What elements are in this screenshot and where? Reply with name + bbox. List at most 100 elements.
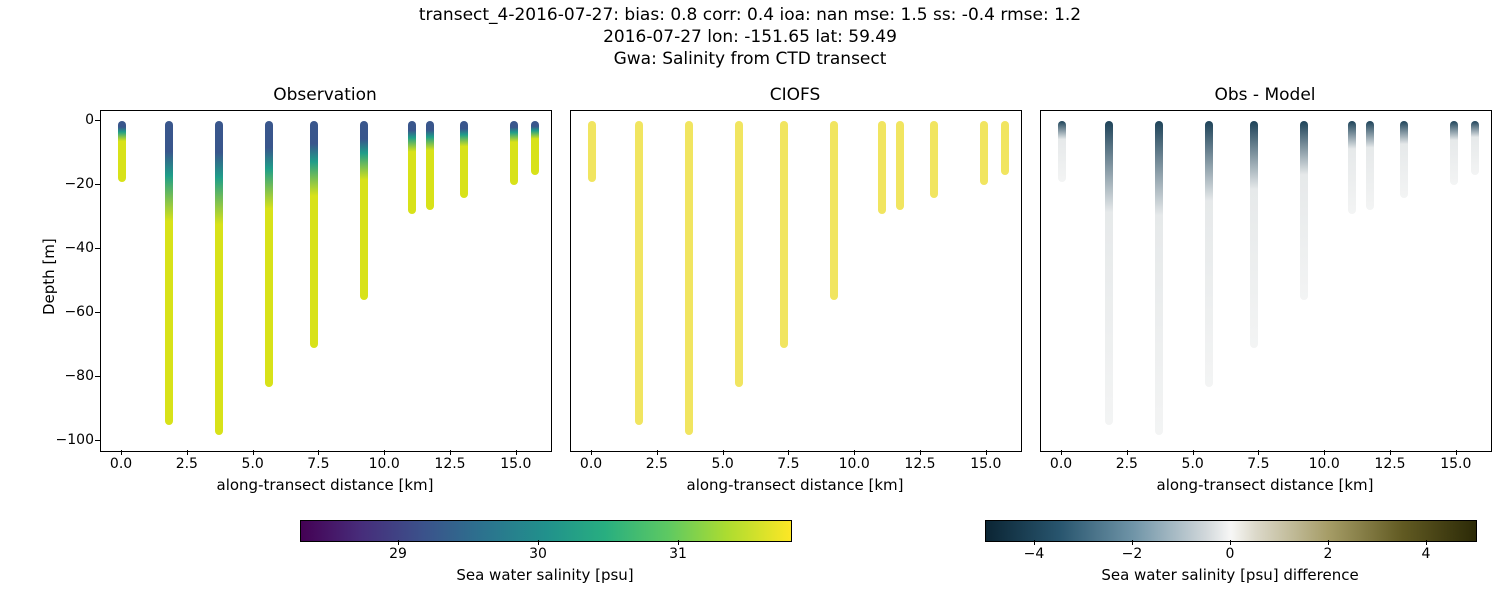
xtick-label: 2.5 [1109, 456, 1145, 472]
cbar-tick-mark [1230, 540, 1231, 545]
cbar-tick-label: −4 [1019, 546, 1049, 562]
xtick-mark [657, 450, 658, 455]
ytick-mark [95, 248, 100, 249]
cbar-tick-mark [1426, 540, 1427, 545]
cbar-tick-label: 4 [1411, 546, 1441, 562]
figure-title-line: transect_4-2016-07-27: bias: 0.8 corr: 0… [0, 5, 1500, 25]
xtick-label: 7.5 [770, 456, 806, 472]
xtick-mark [723, 450, 724, 455]
ctd-cast [1450, 121, 1458, 185]
ctd-cast [980, 121, 988, 185]
panel-title: Observation [100, 85, 550, 105]
axes-panel [570, 110, 1022, 452]
xtick-label: 15.0 [968, 456, 1004, 472]
xtick-label: 15.0 [1438, 456, 1474, 472]
cbar-tick-label: 29 [383, 546, 413, 562]
x-axis-label: along-transect distance [km] [570, 476, 1020, 494]
colorbar-difference [985, 520, 1477, 542]
xtick-label: 0.0 [103, 456, 139, 472]
xtick-label: 5.0 [235, 456, 271, 472]
xtick-label: 2.5 [639, 456, 675, 472]
ctd-cast [165, 121, 173, 426]
ctd-cast [1300, 121, 1308, 301]
ctd-cast [360, 121, 368, 301]
xtick-mark [1258, 450, 1259, 455]
ctd-cast [878, 121, 886, 214]
xtick-label: 10.0 [366, 456, 402, 472]
xtick-mark [1061, 450, 1062, 455]
xtick-label: 7.5 [1240, 456, 1276, 472]
ytick-mark [95, 312, 100, 313]
xtick-label: 0.0 [1043, 456, 1079, 472]
xtick-mark [1324, 450, 1325, 455]
xtick-mark [1456, 450, 1457, 455]
colorbar-label: Sea water salinity [psu] [300, 566, 790, 584]
ytick-mark [95, 120, 100, 121]
ytick-label: −100 [50, 432, 94, 448]
xtick-label: 5.0 [1175, 456, 1211, 472]
ctd-cast [1001, 121, 1009, 176]
xtick-label: 12.5 [902, 456, 938, 472]
ctd-cast [310, 121, 318, 349]
xtick-label: 15.0 [498, 456, 534, 472]
panel-title: Obs - Model [1040, 85, 1490, 105]
ctd-cast [780, 121, 788, 349]
figure-title-line: 2016-07-27 lon: -151.65 lat: 59.49 [0, 27, 1500, 47]
ctd-cast [1348, 121, 1356, 214]
xtick-label: 0.0 [573, 456, 609, 472]
xtick-label: 12.5 [432, 456, 468, 472]
axes-panel [100, 110, 552, 452]
colorbar-salinity [300, 520, 792, 542]
cbar-tick-label: −2 [1117, 546, 1147, 562]
ytick-label: 0 [50, 112, 94, 128]
ctd-cast [588, 121, 596, 182]
ctd-cast [1250, 121, 1258, 349]
ytick-mark [95, 440, 100, 441]
ytick-mark [95, 184, 100, 185]
ctd-cast [1105, 121, 1113, 426]
xtick-mark [854, 450, 855, 455]
xtick-label: 10.0 [1306, 456, 1342, 472]
colorbar-label: Sea water salinity [psu] difference [985, 566, 1475, 584]
xtick-mark [1193, 450, 1194, 455]
ctd-cast [265, 121, 273, 387]
ctd-cast [830, 121, 838, 301]
ctd-cast [531, 121, 539, 176]
ctd-cast [510, 121, 518, 185]
ctd-cast [1058, 121, 1066, 182]
ytick-label: −20 [50, 176, 94, 192]
ytick-mark [95, 376, 100, 377]
cbar-tick-mark [398, 540, 399, 545]
xtick-label: 7.5 [300, 456, 336, 472]
cbar-tick-mark [538, 540, 539, 545]
xtick-mark [384, 450, 385, 455]
xtick-mark [920, 450, 921, 455]
xtick-mark [253, 450, 254, 455]
xtick-mark [1127, 450, 1128, 455]
ctd-cast [685, 121, 693, 435]
xtick-mark [450, 450, 451, 455]
figure-title-line: Gwa: Salinity from CTD transect [0, 49, 1500, 69]
ctd-cast [460, 121, 468, 198]
ytick-label: −80 [50, 368, 94, 384]
ctd-cast [426, 121, 434, 211]
cbar-tick-label: 2 [1313, 546, 1343, 562]
xtick-mark [986, 450, 987, 455]
cbar-tick-label: 30 [523, 546, 553, 562]
ctd-cast [735, 121, 743, 387]
ctd-cast [1400, 121, 1408, 198]
xtick-mark [187, 450, 188, 455]
xtick-mark [516, 450, 517, 455]
ctd-cast [930, 121, 938, 198]
ctd-cast [1366, 121, 1374, 211]
cbar-tick-mark [1328, 540, 1329, 545]
xtick-label: 12.5 [1372, 456, 1408, 472]
cbar-tick-label: 0 [1215, 546, 1245, 562]
y-axis-label: Depth [m] [40, 238, 58, 315]
x-axis-label: along-transect distance [km] [1040, 476, 1490, 494]
x-axis-label: along-transect distance [km] [100, 476, 550, 494]
cbar-tick-label: 31 [663, 546, 693, 562]
ctd-cast [1205, 121, 1213, 387]
xtick-mark [788, 450, 789, 455]
ctd-cast [1471, 121, 1479, 176]
